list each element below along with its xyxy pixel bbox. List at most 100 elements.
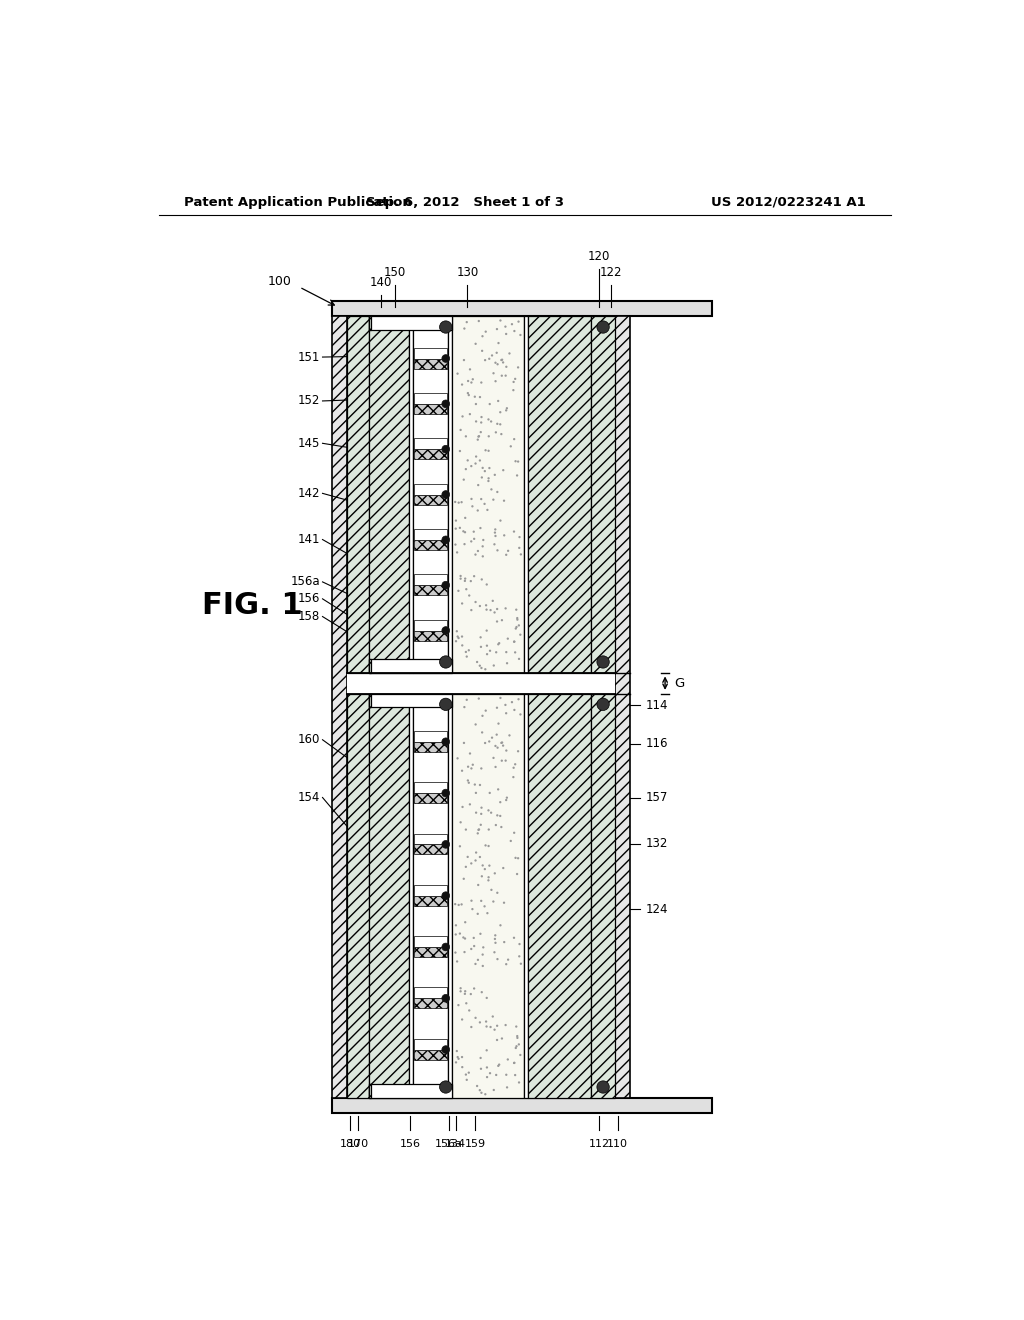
- Circle shape: [513, 640, 515, 643]
- Circle shape: [480, 807, 482, 809]
- Circle shape: [495, 528, 497, 531]
- Circle shape: [480, 991, 483, 994]
- Circle shape: [456, 961, 459, 962]
- Circle shape: [505, 409, 507, 412]
- Text: 156a: 156a: [291, 576, 321, 589]
- Bar: [524, 317, 528, 673]
- Circle shape: [461, 635, 463, 638]
- Bar: [414, 317, 449, 673]
- Circle shape: [489, 420, 493, 422]
- Bar: [414, 834, 447, 845]
- Circle shape: [488, 403, 490, 405]
- Circle shape: [481, 714, 483, 717]
- Bar: [414, 693, 449, 1098]
- Text: 156a: 156a: [435, 1139, 463, 1148]
- Circle shape: [455, 520, 457, 521]
- Circle shape: [494, 532, 496, 533]
- Circle shape: [495, 935, 497, 936]
- Circle shape: [481, 965, 484, 968]
- Text: 158: 158: [298, 610, 321, 623]
- Circle shape: [487, 809, 489, 812]
- Bar: [414, 483, 447, 495]
- Circle shape: [511, 323, 513, 325]
- Circle shape: [495, 744, 497, 747]
- Circle shape: [476, 438, 479, 441]
- Circle shape: [492, 599, 494, 602]
- Bar: [410, 317, 414, 673]
- Circle shape: [481, 335, 483, 338]
- Circle shape: [481, 953, 483, 956]
- Circle shape: [461, 903, 463, 906]
- Circle shape: [511, 701, 513, 704]
- Circle shape: [487, 845, 489, 847]
- Circle shape: [502, 867, 505, 869]
- Circle shape: [439, 698, 452, 710]
- Circle shape: [597, 656, 609, 668]
- Circle shape: [470, 579, 472, 582]
- Circle shape: [457, 635, 459, 638]
- Circle shape: [494, 1028, 496, 1031]
- Circle shape: [464, 937, 466, 940]
- Circle shape: [486, 508, 488, 511]
- Circle shape: [489, 1026, 492, 1028]
- Circle shape: [497, 491, 499, 494]
- Circle shape: [503, 499, 505, 502]
- Bar: [414, 574, 447, 585]
- Bar: [369, 1084, 452, 1098]
- Circle shape: [487, 480, 489, 482]
- Circle shape: [466, 656, 468, 657]
- Circle shape: [506, 407, 508, 409]
- Bar: [414, 631, 447, 640]
- Circle shape: [516, 616, 518, 619]
- Circle shape: [456, 630, 458, 632]
- Circle shape: [473, 576, 475, 577]
- Bar: [414, 793, 447, 803]
- Text: Patent Application Publication: Patent Application Publication: [183, 195, 412, 209]
- Bar: [414, 585, 447, 595]
- Circle shape: [470, 862, 472, 865]
- Circle shape: [495, 941, 497, 944]
- Text: 110: 110: [607, 1139, 629, 1148]
- Circle shape: [480, 477, 483, 479]
- Circle shape: [480, 900, 482, 902]
- Circle shape: [464, 579, 466, 582]
- Bar: [414, 936, 447, 946]
- Bar: [332, 1098, 712, 1113]
- Circle shape: [510, 840, 512, 842]
- Bar: [414, 540, 447, 550]
- Circle shape: [461, 1018, 463, 1020]
- Circle shape: [485, 1067, 488, 1069]
- Circle shape: [474, 553, 476, 556]
- Circle shape: [461, 644, 464, 647]
- Circle shape: [466, 321, 468, 323]
- Circle shape: [484, 330, 486, 333]
- Bar: [414, 529, 447, 540]
- Circle shape: [479, 396, 481, 399]
- Circle shape: [495, 380, 497, 383]
- Bar: [592, 317, 614, 673]
- Text: 151: 151: [298, 351, 321, 363]
- Circle shape: [517, 750, 519, 752]
- Circle shape: [442, 942, 450, 950]
- Circle shape: [455, 640, 457, 643]
- Circle shape: [476, 832, 479, 834]
- Circle shape: [481, 350, 483, 352]
- Circle shape: [480, 767, 482, 770]
- Circle shape: [496, 607, 499, 610]
- Circle shape: [460, 429, 462, 432]
- Circle shape: [503, 902, 505, 904]
- Circle shape: [472, 378, 474, 380]
- Circle shape: [465, 1002, 467, 1005]
- Circle shape: [477, 829, 479, 832]
- Text: 114: 114: [646, 698, 669, 711]
- Circle shape: [496, 734, 498, 735]
- Circle shape: [482, 539, 484, 541]
- Circle shape: [507, 1059, 509, 1060]
- Circle shape: [479, 855, 481, 858]
- Circle shape: [483, 869, 486, 870]
- Bar: [414, 987, 447, 998]
- Circle shape: [467, 766, 469, 768]
- Circle shape: [459, 450, 461, 453]
- Bar: [449, 317, 452, 673]
- Circle shape: [494, 543, 496, 545]
